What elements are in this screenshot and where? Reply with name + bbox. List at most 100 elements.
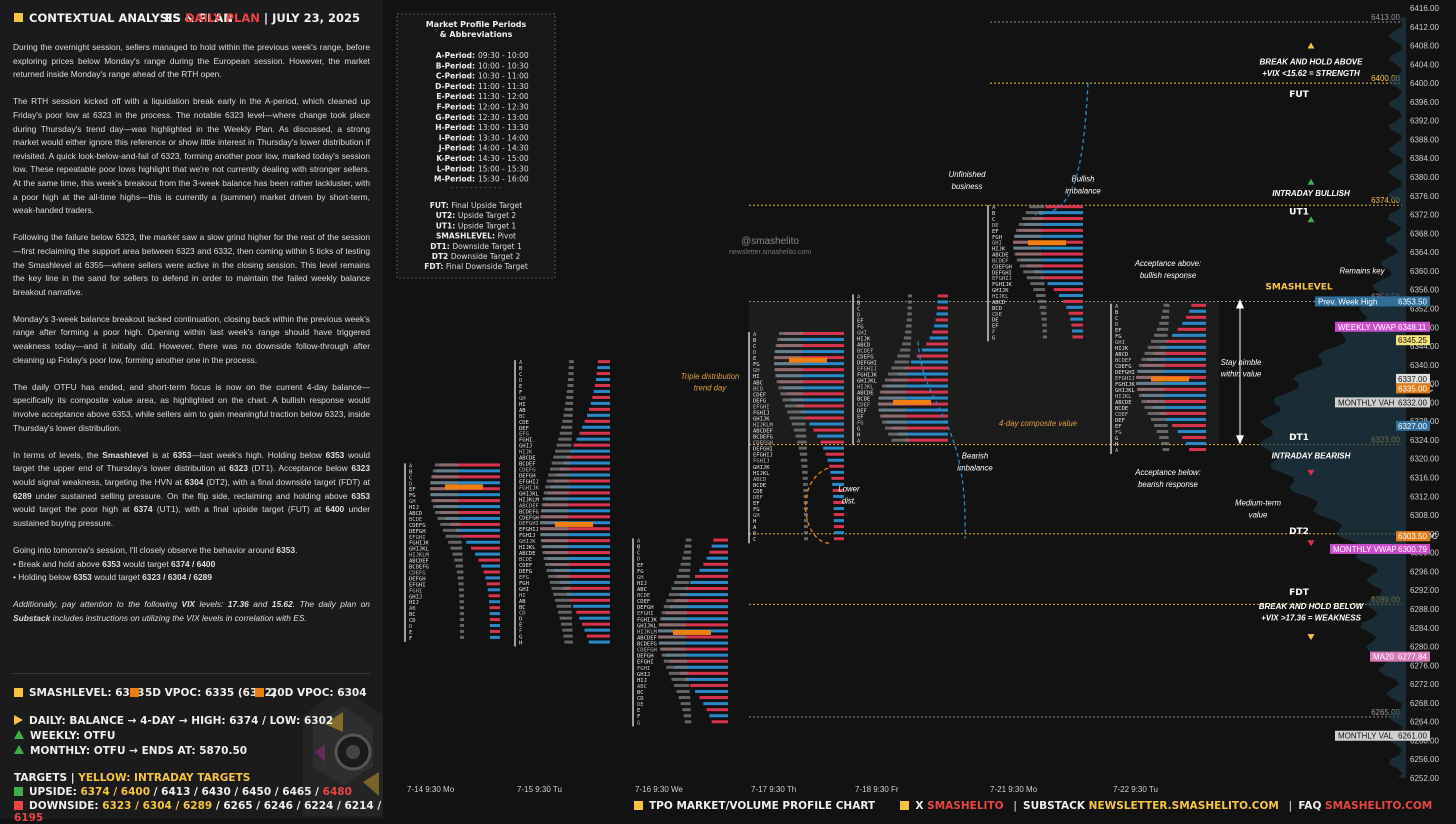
volume-bar-gray <box>797 440 807 444</box>
volume-bar <box>541 509 610 513</box>
price-tag <box>1396 321 1430 332</box>
tpo-row: ABCDEF <box>519 503 539 509</box>
y-tick-label: 6404.00 <box>1410 60 1439 69</box>
volume-bar <box>904 366 948 370</box>
y-tick-label: 6344.00 <box>1410 342 1439 351</box>
tpo-row: ABCDE <box>519 456 536 462</box>
volume-bar-gray <box>459 624 464 627</box>
volume-bar-gray <box>774 356 803 360</box>
volume-bar <box>1141 393 1206 397</box>
triangle-marker <box>1307 178 1315 185</box>
volume-bar-gray <box>878 408 907 412</box>
tpo-row: A <box>753 332 757 338</box>
triangle-marker <box>1307 634 1315 641</box>
volume-bar-gray <box>685 538 692 542</box>
tpo-row: EF <box>992 229 999 235</box>
volume-bar <box>1019 228 1083 232</box>
tpo-row: HIJK <box>992 247 1006 253</box>
tpo-row: HIJ <box>637 678 647 684</box>
volume-bar <box>1063 299 1083 303</box>
volume-bar-gray <box>1147 345 1167 349</box>
chart-annotation: 4-day composite value <box>999 419 1078 428</box>
y-tick-label: 6316.00 <box>1410 474 1439 483</box>
period-name: M-Period: <box>434 175 475 184</box>
tpo-row: CDEFGH <box>753 441 773 447</box>
volume-bar-gray <box>907 312 912 316</box>
tpo-row: CDEF <box>519 563 532 569</box>
volume-bar <box>929 336 948 340</box>
tpo-row: GHIJK <box>992 288 1009 294</box>
volume-bar-gray <box>1159 436 1169 440</box>
tpo-row: CDEFG <box>519 468 536 474</box>
tpo-row: D <box>637 557 640 563</box>
tpo-row: A <box>409 463 413 469</box>
period-time: 12:30 - 13:00 <box>478 113 529 122</box>
tpo-row: EFGHIJ <box>519 479 539 485</box>
tpo-chart: 6413.006400.006374.006353.506323.006289.… <box>383 0 1456 819</box>
session-profile: ABCDEFGGHHIABCBCDCDEFDEFGEFGHIFGHIJGHIJK… <box>748 331 844 544</box>
tpo-row: H <box>519 641 522 647</box>
volume-bar <box>658 635 728 639</box>
volume-bar-gray <box>540 521 569 525</box>
vpoc5-legend: 5D VPOC: 6335 (6332) <box>130 687 277 699</box>
chart-annotation: Acceptance below: <box>1134 468 1200 477</box>
volume-bar-gray <box>459 600 464 604</box>
volume-bar-gray <box>803 537 808 541</box>
lower-dist-curve <box>805 467 831 544</box>
substack-link[interactable]: NEWSLETTER.SMASHELITO.COM <box>1088 800 1279 812</box>
volume-bar <box>435 469 500 473</box>
volume-bar <box>886 420 948 424</box>
volume-bar <box>936 312 948 316</box>
y-tick-label: 6352.00 <box>1410 304 1439 313</box>
x-handle-link[interactable]: SMASHELITO <box>927 800 1004 812</box>
session-profile: ABCDEEFFGHGHIHIJKABCDEBCDEFCDEFGHDEFGHIE… <box>987 205 1083 341</box>
volume-bar-gray <box>551 461 571 465</box>
volume-bar <box>466 540 500 544</box>
y-tick-label: 6284.00 <box>1410 624 1439 633</box>
y-tick-label: 6360.00 <box>1410 267 1439 276</box>
tpo-row: HIJKL <box>1115 394 1132 400</box>
tpo-row: G <box>519 635 522 641</box>
paragraph-plan: Going into tomorrow's session, I'll clos… <box>13 544 298 583</box>
volume-bar-gray <box>803 482 808 486</box>
period-name: G-Period: <box>435 113 475 122</box>
volume-bar-gray <box>803 488 808 492</box>
orange-square-icon <box>255 688 264 697</box>
volume-bar-gray <box>888 432 909 436</box>
volume-bar-gray <box>1138 393 1165 397</box>
tpo-row: DEF <box>857 409 867 415</box>
session-vpoc <box>1151 376 1189 382</box>
tpo-row: FGHIJ <box>753 410 770 416</box>
volume-bar-gray <box>1159 321 1169 325</box>
volume-bar <box>1191 303 1206 307</box>
volume-bar-gray <box>802 470 808 474</box>
session-vpoc <box>893 399 931 405</box>
yellow-square-icon <box>900 801 910 810</box>
volume-bar-gray <box>1018 222 1043 226</box>
volume-bar-gray <box>684 544 692 548</box>
volume-bar-gray <box>676 690 690 694</box>
faq-link[interactable]: SMASHELITO.COM <box>1325 800 1433 812</box>
volume-bar-gray <box>668 671 689 675</box>
volume-bar <box>833 500 844 504</box>
volume-bar <box>775 350 844 354</box>
volume-bar <box>1138 387 1206 391</box>
footer: TPO MARKET/VOLUME PROFILE CHART X SMASHE… <box>634 800 1432 812</box>
tpo-row: EFG <box>519 575 529 581</box>
abbr-entry: FUT: Final Upside Target <box>430 201 522 210</box>
tpo-row: A <box>992 205 996 211</box>
volume-bar <box>487 588 500 592</box>
chart-annotation: imbalance <box>1065 186 1101 195</box>
volume-bar-gray <box>1141 357 1166 361</box>
tpo-row: FGHIJK <box>637 617 658 623</box>
tpo-row: C <box>409 475 412 481</box>
tpo-row: FGHIJK <box>1115 382 1136 388</box>
tpo-row: H <box>857 433 860 439</box>
volume-bar-gray <box>1137 387 1165 391</box>
volume-bar <box>1070 317 1083 321</box>
volume-bar-gray <box>774 362 803 366</box>
volume-bar-gray <box>568 366 574 370</box>
volume-bar <box>779 380 844 384</box>
tpo-row: BCDE <box>637 593 650 599</box>
chart-annotation: Remains key <box>1339 266 1385 275</box>
